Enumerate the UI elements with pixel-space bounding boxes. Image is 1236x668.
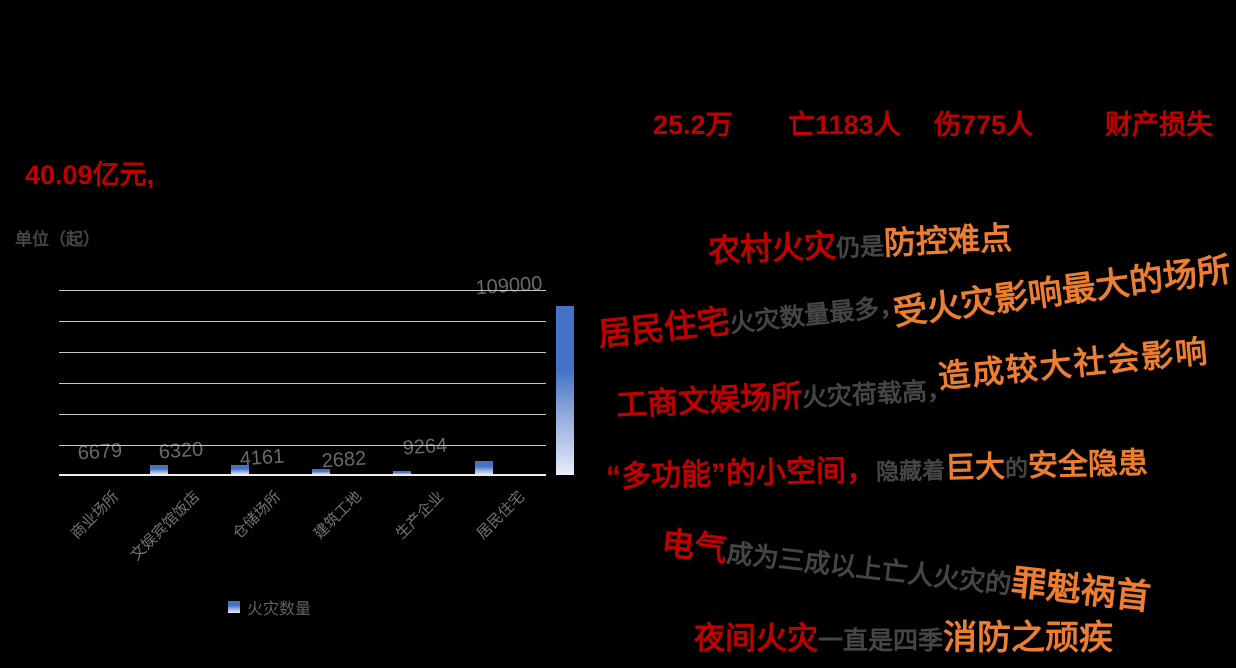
stat-fire-count: 25.2万 <box>653 110 733 140</box>
value-label: 6679 <box>77 439 123 465</box>
x-axis-label: 生产企业 <box>392 488 448 543</box>
insight-text-gray: 隐藏着 <box>875 457 946 485</box>
insight-night-fires: 夜间火灾一直是四季消防之顽疾 <box>694 610 1113 659</box>
chart-bar-construction <box>393 470 411 475</box>
stat-property-loss-value: 40.09亿元, <box>25 160 155 190</box>
chart-bar-entertainment-hotel <box>231 465 249 475</box>
x-axis-label: 居民住宅 <box>473 488 529 543</box>
insight-keyword-red: 电气 <box>659 524 730 569</box>
insight-commercial-part2: 造成较大社会影响 <box>936 326 1211 398</box>
bar-chart-plot-area <box>59 290 574 476</box>
value-label: 9264 <box>402 434 448 460</box>
x-axis-line <box>59 474 546 476</box>
insight-keyword-orange: 造成较大社会影响 <box>936 333 1211 395</box>
insight-residential-part1: 居民住宅火灾数量最多， <box>595 276 905 356</box>
insight-keyword-orange: 防控难点 <box>883 219 1013 262</box>
insight-keyword-orange: 安全隐患 <box>1027 446 1149 483</box>
chart-unit-label: 单位（起） <box>15 230 100 249</box>
insight-keyword-red: 夜间火灾 <box>694 621 818 656</box>
insight-text-gray: 火灾荷载高， <box>801 376 953 413</box>
chart-bar-factory <box>475 460 493 475</box>
insight-electrical-fires: 电气成为三成以上亡人火灾的罪魁祸首 <box>659 514 1154 620</box>
legend-swatch-icon <box>228 601 240 613</box>
insight-keyword-red: 居民住宅 <box>596 302 732 353</box>
insight-keyword-red: 工商文娱场所 <box>615 378 803 423</box>
insight-rural-fires: 农村火灾仍是防控难点 <box>707 213 1013 272</box>
insight-keyword-orange: 巨大 <box>944 450 1006 486</box>
insight-keyword-red: 农村火灾 <box>707 227 837 269</box>
x-axis-label: 文娱宾馆饭店 <box>127 488 204 564</box>
insight-commercial-part1: 工商文娱场所火灾荷载高， <box>615 362 953 425</box>
gridline <box>59 321 546 322</box>
insight-multifunction-space: “多功能”的小空间，隐藏着巨大的安全隐患 <box>605 438 1149 496</box>
insight-text-gray: 的 <box>1004 454 1029 482</box>
gridline <box>59 290 546 291</box>
insight-text-gray: 成为三成以上亡人火灾的 <box>725 537 1013 600</box>
chart-bar-commercial <box>150 464 168 475</box>
insight-keyword-orange: 消防之顽疾 <box>943 619 1114 657</box>
gridline <box>59 414 546 415</box>
insight-keyword-red: “多功能”的小空间， <box>605 453 877 494</box>
insight-text-gray: 仍是 <box>835 233 885 263</box>
chart-bar-residential <box>556 306 574 475</box>
x-axis-label: 商业场所 <box>67 488 123 543</box>
stat-injuries: 伤775人 <box>934 110 1034 140</box>
stat-property-loss-label: 财产损失 <box>1105 110 1213 140</box>
chart-bar-warehouse <box>312 468 330 475</box>
gridline <box>59 445 546 446</box>
insight-text-gray: 一直是四季 <box>818 627 944 655</box>
stat-deaths: 亡1183人 <box>788 110 901 140</box>
value-label: 109000 <box>474 272 544 300</box>
insight-text-gray: 火灾数量最多， <box>728 291 906 339</box>
x-axis-label: 仓储场所 <box>229 488 285 543</box>
x-axis-label: 建筑工地 <box>310 488 366 543</box>
gridline <box>59 383 546 384</box>
insight-keyword-orange: 受火灾影响最大的场所 <box>890 250 1234 333</box>
chart-legend: 火灾数量 <box>228 595 311 619</box>
value-label: 6320 <box>158 438 204 464</box>
gridline <box>59 352 546 353</box>
legend-label: 火灾数量 <box>247 601 312 618</box>
